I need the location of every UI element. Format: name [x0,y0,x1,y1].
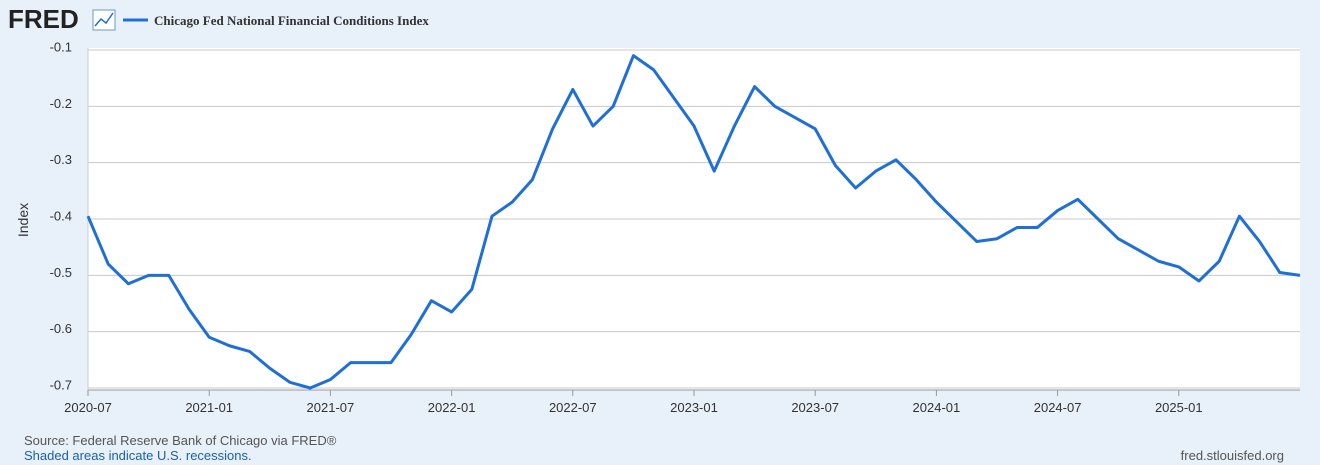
note: Shaded areas indicate U.S. recessions. [24,448,252,463]
x-tick-label: 2021-07 [307,400,355,415]
logo-icon-line [94,12,114,27]
y-tick-label: -0.4 [50,208,72,223]
y-axis-label: Index [15,203,31,237]
x-tick-label: 2023-01 [670,400,718,415]
url: fred.stlouisfed.org [1181,448,1284,463]
series-line [86,54,1301,390]
x-tick-label: 2025-01 [1155,400,1203,415]
logo: FRED [8,4,79,34]
y-tick-label: -0.7 [50,377,72,392]
y-tick-label: -0.6 [50,321,72,336]
y-tick-label: -0.3 [50,152,72,167]
y-tick-label: -0.5 [50,265,72,280]
source: Source: Federal Reserve Bank of Chicago … [24,433,337,448]
x-tick-label: 2020-07 [64,400,112,415]
legend-label: Chicago Fed National Financial Condition… [154,13,429,28]
x-tick-label: 2021-01 [185,400,233,415]
x-tick-label: 2022-01 [428,400,476,415]
y-tick-label: -0.2 [50,96,72,111]
logo-icon [92,9,116,31]
x-tick-label: 2024-01 [913,400,961,415]
y-tick-label: -0.1 [50,39,72,54]
x-tick-label: 2023-07 [791,400,839,415]
x-tick-label: 2024-07 [1034,400,1082,415]
x-tick-label: 2022-07 [549,400,597,415]
